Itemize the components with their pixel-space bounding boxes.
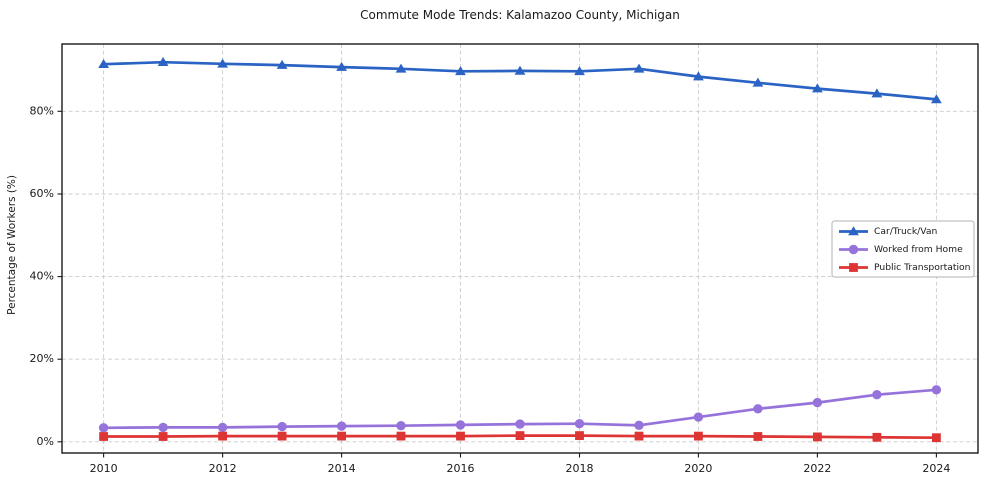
series-marker-public-transportation	[634, 431, 644, 441]
series-marker-public-transportation	[753, 432, 763, 441]
x-tick-label: 2020	[684, 462, 712, 475]
series-marker-public-transportation	[932, 433, 941, 443]
y-tick-label: 80%	[30, 104, 54, 117]
series-marker-worked-from-home	[277, 421, 287, 432]
chart-title: Commute Mode Trends: Kalamazoo County, M…	[360, 8, 680, 22]
legend-label-car-truck-van: Car/Truck/Van	[874, 226, 937, 237]
x-tick-label: 2014	[328, 462, 356, 475]
series-marker-worked-from-home	[812, 397, 823, 408]
series-marker-worked-from-home	[574, 419, 585, 429]
series-marker-public-transportation	[218, 431, 227, 441]
series-marker-public-transportation	[515, 431, 525, 440]
x-tick-label: 2022	[803, 462, 831, 475]
series-marker-car-truck-van	[395, 63, 407, 73]
series-marker-car-truck-van	[157, 57, 169, 66]
x-tick-label: 2024	[922, 462, 950, 475]
series-marker-car-truck-van	[276, 59, 288, 69]
legend-sample-marker	[848, 226, 859, 236]
series-marker-worked-from-home	[98, 423, 109, 433]
series-marker-worked-from-home	[158, 422, 168, 433]
series-marker-worked-from-home	[872, 390, 882, 400]
series-marker-car-truck-van	[752, 77, 764, 87]
legend-sample-marker	[848, 244, 859, 255]
series-marker-public-transportation	[158, 432, 168, 441]
y-tick-label: 20%	[30, 352, 54, 365]
series-marker-public-transportation	[456, 431, 465, 441]
legend-label-public-transportation: Public Transportation	[874, 262, 971, 273]
series-marker-worked-from-home	[455, 420, 466, 430]
y-tick-label: 0%	[37, 435, 54, 448]
series-marker-car-truck-van	[455, 66, 466, 76]
series-marker-worked-from-home	[217, 422, 228, 433]
series-marker-worked-from-home	[396, 421, 406, 431]
series-marker-public-transportation	[813, 432, 822, 442]
series-marker-worked-from-home	[931, 385, 942, 395]
series-marker-public-transportation	[575, 431, 584, 440]
plot-border	[61, 43, 979, 454]
x-tick-label: 2010	[90, 462, 118, 475]
x-tick-label: 2018	[566, 462, 594, 475]
series-marker-public-transportation	[694, 431, 703, 441]
series-marker-worked-from-home	[515, 419, 525, 429]
x-tick-label: 2012	[209, 462, 237, 475]
legend-label-worked-from-home: Worked from Home	[874, 244, 963, 255]
series-marker-car-truck-van	[98, 59, 109, 68]
series-marker-car-truck-van	[217, 58, 228, 68]
legend-sample-marker	[849, 263, 858, 272]
series-marker-worked-from-home	[634, 420, 644, 430]
series-marker-car-truck-van	[871, 88, 883, 98]
series-marker-car-truck-van	[693, 71, 704, 81]
series-marker-car-truck-van	[514, 65, 526, 75]
series-marker-car-truck-van	[812, 83, 823, 93]
series-marker-worked-from-home	[753, 404, 763, 414]
series-marker-public-transportation	[337, 431, 346, 441]
series-marker-public-transportation	[99, 432, 108, 441]
series-marker-worked-from-home	[693, 412, 704, 422]
x-tick-label: 2016	[447, 462, 475, 475]
series-marker-car-truck-van	[633, 63, 645, 73]
legend-box	[831, 220, 975, 278]
series-marker-worked-from-home	[336, 421, 347, 431]
series-marker-car-truck-van	[931, 94, 942, 104]
series-marker-car-truck-van	[574, 66, 585, 76]
series-marker-public-transportation	[277, 431, 287, 441]
series-marker-public-transportation	[872, 432, 882, 442]
y-tick-label: 40%	[30, 270, 54, 283]
series-marker-car-truck-van	[336, 61, 347, 71]
series-marker-public-transportation	[396, 431, 406, 441]
y-tick-label: 60%	[30, 187, 54, 200]
